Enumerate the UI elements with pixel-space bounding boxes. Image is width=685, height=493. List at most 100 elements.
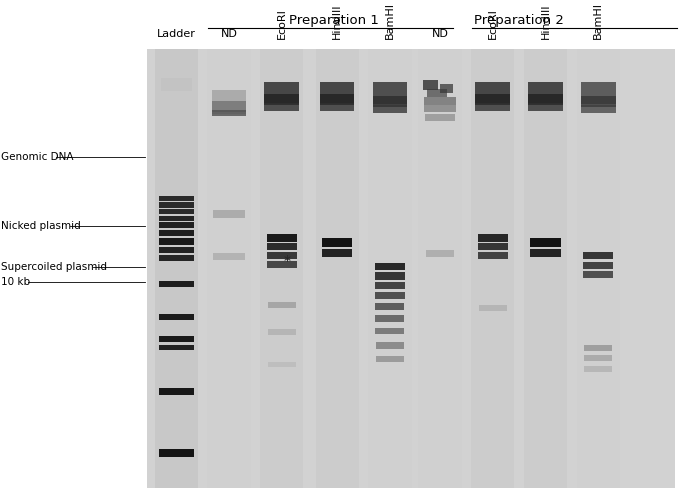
Text: ND: ND [432,30,449,39]
Bar [212,101,247,112]
Bar [159,281,194,287]
Text: HindIII: HindIII [540,4,551,39]
Bar [584,262,613,269]
Bar [477,252,508,259]
Bar [581,97,616,107]
Bar [264,103,299,111]
Bar [423,80,438,90]
Bar [268,329,296,335]
Bar [530,238,561,247]
Bar [161,78,192,91]
Bar [212,109,247,116]
Bar [375,263,405,271]
Bar [577,49,620,488]
Bar [581,106,616,113]
Bar [320,103,354,111]
Bar [159,449,194,458]
Bar [260,49,303,488]
Bar [159,230,194,236]
Bar [479,305,507,311]
Text: *: * [284,254,290,268]
Bar [419,49,462,488]
Bar [475,94,510,105]
Bar [375,282,405,289]
Bar [524,49,567,488]
Bar [373,97,407,107]
Text: HindIII: HindIII [332,4,342,39]
Bar [584,251,613,259]
Bar [375,328,404,334]
Bar [159,209,194,214]
Text: Supercoiled plasmid: Supercoiled plasmid [1,262,108,272]
Bar [584,355,612,361]
Bar [268,302,296,308]
Bar [471,49,514,488]
Bar [159,336,194,342]
Bar [375,292,405,299]
Text: Nicked plasmid: Nicked plasmid [1,221,81,231]
Bar [426,250,454,257]
Bar [375,355,404,362]
Bar [159,388,194,395]
Bar [159,345,194,351]
Bar [212,90,247,114]
Bar [427,89,447,97]
Bar [159,196,194,201]
Bar [528,82,563,104]
Bar [440,84,453,93]
Bar [266,261,297,268]
Text: Preparation 1: Preparation 1 [288,14,379,27]
Text: BamHI: BamHI [593,2,603,39]
Bar [214,210,245,218]
Bar [584,271,613,279]
Bar [369,49,412,488]
Bar [475,103,510,111]
Bar [266,252,297,259]
Bar [530,249,561,257]
Text: BamHI: BamHI [385,2,395,39]
Text: EcoRI: EcoRI [488,8,498,39]
Bar [159,215,194,221]
Text: Preparation 2: Preparation 2 [474,14,564,27]
Text: 10 kb: 10 kb [1,277,31,287]
Bar [266,234,297,242]
Bar [375,315,404,321]
Bar [373,82,407,104]
Bar [159,247,194,253]
Bar [159,314,194,320]
Bar [320,94,354,105]
Text: Genomic DNA: Genomic DNA [1,152,74,162]
Bar [375,303,404,311]
Bar [375,273,405,280]
Text: Ladder: Ladder [157,30,196,39]
Bar [581,82,616,104]
Bar [477,243,508,250]
Bar [266,243,297,250]
Bar [214,253,245,260]
Bar [584,366,612,372]
Bar [264,82,299,104]
Bar [159,255,194,261]
Bar [159,222,194,228]
Bar [268,362,296,367]
Bar [159,239,194,245]
Bar [155,49,198,488]
Bar [528,94,563,105]
Bar [159,203,194,208]
Bar [264,94,299,105]
Bar [147,49,675,488]
Bar [425,105,456,112]
Text: EcoRI: EcoRI [277,8,287,39]
Bar [322,238,352,247]
Bar [425,97,456,106]
Text: ND: ND [221,30,238,39]
Bar [425,114,455,121]
Bar [375,343,404,349]
Bar [316,49,359,488]
Bar [475,82,510,104]
Bar [320,82,354,104]
Bar [373,106,407,113]
Bar [208,49,251,488]
Bar [477,234,508,242]
Bar [322,249,352,257]
